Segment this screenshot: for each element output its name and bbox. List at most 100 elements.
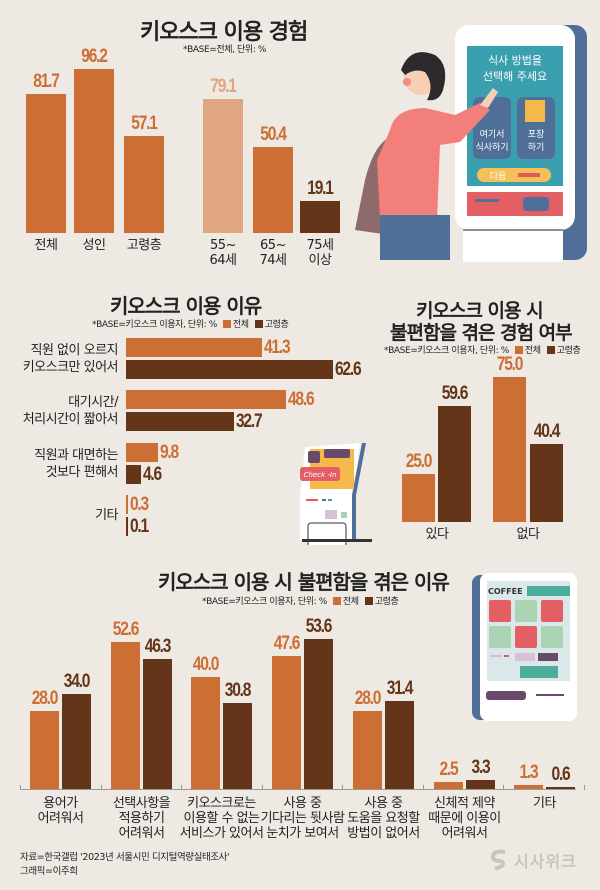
svg-text:다음: 다음: [490, 171, 507, 182]
bar-고령층: [466, 779, 495, 789]
coffee-kiosk-illustration: COFFEE: [472, 573, 577, 723]
legend-swatch-elderly: [546, 346, 555, 354]
x-axis-tick: [503, 785, 504, 790]
woman-kiosk-icon: 식사 방법을 선택해 주세요 여기서 식사하기 포장 하기 다음: [355, 25, 587, 262]
bar-고령층: [126, 465, 142, 484]
bar-전체: [353, 710, 382, 789]
bar-고령층: [304, 638, 333, 789]
category-label: 사용 중 도움을 요청할 방법이 없어서: [347, 796, 420, 841]
bar-0: [26, 94, 66, 233]
bar-value-label: 40.4: [533, 420, 561, 442]
bar-value-label: 96.2: [81, 46, 108, 68]
checkin-kiosk-icon: Check -In: [300, 443, 372, 550]
chart3-title-line1: 키오스크 이용 시: [416, 300, 544, 322]
category-label: 없다: [516, 527, 540, 542]
bar-value-label: 2.5: [439, 759, 459, 780]
bar-value-label: 53.6: [305, 615, 333, 637]
bar-고령층: [546, 787, 575, 789]
bar-value-label: 32.7: [235, 411, 263, 432]
bar-value-label: 28.0: [31, 687, 59, 709]
category-label: 55~ 64세: [209, 238, 237, 268]
bar-전체: [191, 677, 220, 789]
chart3-note: *BASE=키오스크 이용자, 단위: %: [384, 346, 509, 356]
x-axis-tick: [20, 785, 21, 790]
bar-value-label: 75.0: [496, 353, 524, 375]
legend-total: 전체: [232, 320, 249, 330]
bar-value-label: 41.3: [264, 337, 291, 358]
chart4-title: 키오스크 이용 시 불편함을 겪은 이유: [158, 570, 450, 594]
bar-value-label: 0.3: [129, 494, 149, 515]
bar-value-label: 19.1: [307, 177, 334, 199]
bar-전체: [126, 495, 128, 514]
bar-고령층: [438, 406, 471, 522]
chart4-plot: 28.0 34.0 용어가 어려워서 52.6 46.3 선택사항을 적용하기 어려워서 40.0…: [0, 600, 600, 841]
checkin-kiosk-illustration: Check -In: [290, 435, 390, 550]
bar-value-label: 30.8: [224, 679, 252, 701]
chart4-legend: *BASE=키오스크 이용자, 단위: % 전체 고령층: [202, 594, 399, 607]
kiosk-illustration: 식사 방법을 선택해 주세요 여기서 식사하기 포장 하기 다음: [355, 20, 600, 265]
bar-value-label: 28.0: [354, 687, 382, 709]
bar-전체: [126, 390, 287, 409]
category-label: 전체: [34, 238, 58, 253]
chart3-title-line2: 불편함을 겪은 경험 여부: [390, 322, 573, 344]
bar-전체: [126, 443, 159, 462]
bar-고령층: [62, 693, 91, 789]
bar-value-label: 34.0: [63, 670, 91, 692]
category-label: 있다: [425, 527, 449, 542]
x-axis-tick: [342, 785, 343, 790]
category-label: 기타: [533, 796, 556, 811]
bar-value-label: 47.6: [273, 632, 301, 654]
category-label: 키오스크로는 이용할 수 없는 서비스가 있어서: [179, 796, 264, 841]
legend-elderly: 고령층: [374, 597, 399, 607]
bar-전체: [30, 710, 59, 789]
bar-value-label: 48.6: [288, 389, 315, 410]
bar-전체: [402, 473, 435, 522]
bar-전체: [126, 338, 263, 357]
bar-value-label: 3.3: [471, 756, 491, 778]
bar-value-label: 0.6: [551, 764, 571, 785]
bar-value-label: 50.4: [260, 124, 287, 146]
legend-swatch-total: [514, 346, 523, 354]
chart2-note: *BASE=키오스크 이용자, 단위: %: [92, 320, 217, 330]
chart3-plot: 25.0 59.6 있다 75.0 40.4 없다: [380, 355, 600, 550]
svg-text:포장: 포장: [528, 129, 545, 140]
source-note: 자료=한국갤럽 '2023년 서울시민 디지털역량실태조사': [20, 852, 230, 863]
svg-text:COFFEE: COFFEE: [488, 587, 523, 596]
bar-3: [203, 98, 243, 233]
bar-고령층: [126, 517, 128, 536]
bar-5: [300, 200, 340, 233]
category-label: 신체적 제약 때문에 이용이 어려워서: [428, 796, 501, 841]
chart1-title: 키오스크 이용 경험: [140, 20, 308, 45]
bar-value-label: 0.1: [129, 516, 149, 537]
bar-고령층: [223, 702, 252, 789]
bar-value-label: 9.8: [160, 442, 179, 463]
bar-고령층: [126, 360, 333, 379]
svg-text:선택해 주세요: 선택해 주세요: [483, 69, 547, 83]
category-label: 직원과 대면하는 것보다 편해서: [34, 448, 118, 480]
legend-elderly: 고령층: [264, 320, 289, 330]
chart1-plot: 81.7 전체 96.2 성인 57.1 고령층 79.1 55~ 64세 50.4 65~ 74세 1…: [0, 0, 350, 280]
bar-전체: [514, 785, 543, 789]
bar-전체: [111, 641, 140, 789]
chart3-legend: *BASE=키오스크 이용자, 단위: % 전체 고령층: [384, 343, 581, 356]
bar-value-label: 81.7: [33, 71, 60, 93]
bar-value-label: 46.3: [144, 636, 172, 658]
category-label: 사용 중 기다리는 뒷사람 눈치가 보여서: [260, 796, 345, 841]
x-axis-tick: [422, 785, 424, 790]
svg-text:여기서: 여기서: [480, 128, 505, 140]
bar-value-label: 57.1: [131, 112, 158, 134]
bar-value-label: 25.0: [405, 450, 433, 472]
legend-total: 전체: [342, 597, 359, 607]
bar-4: [253, 147, 293, 233]
svg-text:하기: 하기: [528, 142, 545, 153]
bar-value-label: 1.3: [519, 762, 539, 784]
bar-고령층: [126, 412, 234, 431]
bar-value-label: 59.6: [441, 383, 469, 405]
category-label: 고령층: [126, 238, 162, 253]
legend-swatch-elderly: [364, 597, 373, 605]
x-axis-tick: [583, 785, 585, 790]
chart2-legend: *BASE=키오스크 이용자, 단위: % 전체 고령층: [92, 317, 289, 330]
chart2-plot: 41.3 62.6 직원 없이 오르지 키오스크만 있어서 48.6 32.7 대기시간/처…: [0, 330, 380, 550]
legend-total: 전체: [524, 346, 541, 356]
brand-name: 시사위크: [514, 852, 577, 871]
